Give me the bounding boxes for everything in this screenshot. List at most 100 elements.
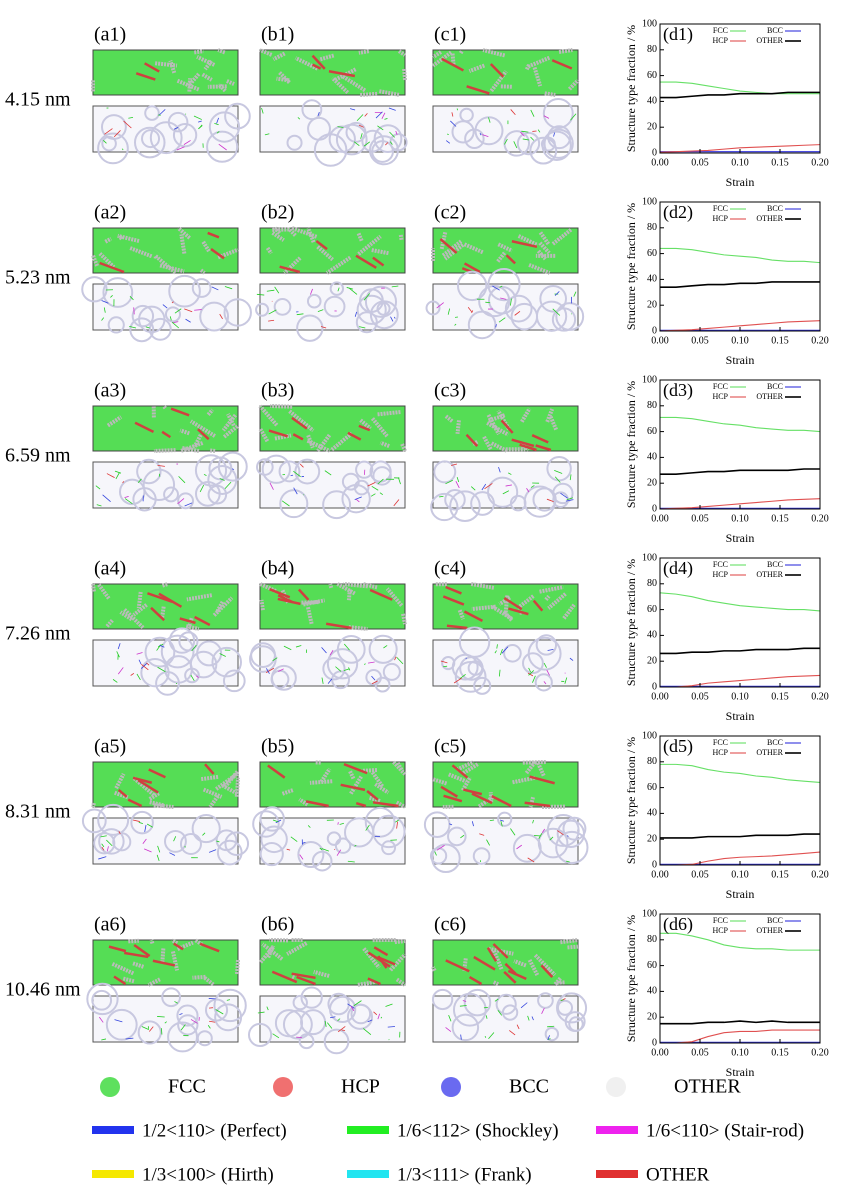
boundary-shade xyxy=(504,294,533,323)
grain-boundary xyxy=(389,953,407,972)
boundary-shade xyxy=(261,454,291,484)
x-tick-label: 0.20 xyxy=(811,691,829,702)
grain-boundary xyxy=(162,404,167,410)
grain-boundary xyxy=(274,433,292,441)
dislocation-line xyxy=(121,148,124,151)
dislocation-line xyxy=(183,140,191,145)
boundary-shade xyxy=(364,806,396,838)
dislocation-line xyxy=(530,109,535,117)
dislocation-line xyxy=(106,839,113,847)
grain-boundary xyxy=(486,421,510,437)
dislocation-snapshot xyxy=(81,274,252,343)
grain-boundary xyxy=(313,969,330,978)
grain-boundary xyxy=(259,48,273,57)
dislocation-line xyxy=(324,1020,327,1027)
grain-boundary xyxy=(528,263,551,275)
dislocation-line xyxy=(360,133,363,139)
legend-label: FCC xyxy=(713,204,728,213)
dislocation-line xyxy=(198,120,202,123)
boundary-shade xyxy=(353,479,370,496)
dislocation-line xyxy=(377,125,384,131)
x-tick-label: 0.20 xyxy=(811,157,829,168)
x-tick-label: 0.05 xyxy=(691,157,709,168)
boundary-shade xyxy=(546,455,572,482)
grain-boundary xyxy=(149,800,164,808)
grain-boundary xyxy=(492,980,500,987)
dislocation-line xyxy=(194,309,202,311)
dislocation-line xyxy=(520,131,525,137)
dislocation-line xyxy=(278,668,284,672)
dislocation-line xyxy=(460,834,465,839)
grain-boundary xyxy=(179,428,190,436)
dislocation-line xyxy=(348,287,358,295)
dislocation-line xyxy=(96,504,102,507)
boundary-shade xyxy=(449,490,481,522)
grain-boundary xyxy=(106,415,123,428)
grain-boundary xyxy=(175,78,200,92)
dislocation-snapshot xyxy=(92,451,248,512)
dislocation-line xyxy=(353,1000,362,1007)
grain-boundary xyxy=(356,232,364,242)
dislocation-line xyxy=(554,291,560,296)
grain-boundary xyxy=(377,409,402,417)
x-tick-label: 0.20 xyxy=(811,513,829,524)
boundary-shade xyxy=(495,993,517,1015)
grain-boundary xyxy=(538,231,551,246)
grain-boundary xyxy=(176,226,191,240)
boundary-shade xyxy=(252,810,280,838)
boundary-shade xyxy=(105,1008,138,1041)
panel-label: (b4) xyxy=(261,558,294,580)
dislocation-line xyxy=(499,819,504,822)
boundary-shade xyxy=(140,657,170,688)
grain-boundary xyxy=(122,976,135,984)
panel-label: (c2) xyxy=(434,202,466,224)
stacking-fault xyxy=(347,431,362,441)
dislocation-line xyxy=(371,485,379,491)
grain-boundary xyxy=(536,249,547,261)
dislocation-line xyxy=(185,318,191,323)
boundary-shade xyxy=(144,105,160,121)
grain-boundary xyxy=(226,79,235,86)
dislocation-line xyxy=(384,118,388,120)
dislocation-line xyxy=(343,643,350,651)
dislocation-line xyxy=(516,844,523,850)
y-tick-label: 20 xyxy=(647,833,657,844)
grain-boundary xyxy=(128,245,153,259)
grain-boundary xyxy=(153,448,176,453)
boundary-shade xyxy=(224,102,251,130)
stacking-fault xyxy=(291,416,308,430)
dislocation-line xyxy=(337,1026,346,1033)
dislocation-line xyxy=(547,1025,555,1028)
legend-label: OTHER xyxy=(756,214,783,223)
dislocation-line xyxy=(169,852,176,856)
panel-label: (c4) xyxy=(434,558,466,580)
dislocation-line xyxy=(521,130,529,133)
boundary-shade xyxy=(273,298,292,316)
x-tick-label: 0.05 xyxy=(691,1047,709,1058)
dislocation-line xyxy=(537,129,541,133)
grain-boundary xyxy=(395,977,407,987)
grain-boundary xyxy=(532,66,543,87)
grain-boundary xyxy=(385,587,404,607)
dislocation-line xyxy=(363,293,370,301)
grain-boundary xyxy=(545,408,555,423)
grain-boundary xyxy=(318,53,335,62)
stacking-fault xyxy=(271,970,298,984)
boundary-shade xyxy=(451,120,475,144)
dislocation-line xyxy=(283,645,292,651)
dislocation-line xyxy=(564,677,568,684)
boundary-shade xyxy=(296,314,324,342)
legend-label: BCC xyxy=(767,26,783,35)
dislocation-line xyxy=(157,666,166,673)
dislocation-line xyxy=(547,1035,550,1041)
grain-boundary xyxy=(567,944,579,950)
y-tick-label: 60 xyxy=(647,782,657,793)
stacking-fault xyxy=(199,942,220,953)
dislocation-line xyxy=(346,287,354,290)
dislocation-snapshot xyxy=(432,626,579,695)
dislocation-line xyxy=(216,131,220,134)
grain-boundary xyxy=(379,440,390,448)
y-tick-label: 40 xyxy=(647,452,657,463)
boundary-shade xyxy=(473,676,492,695)
dislocation-line xyxy=(171,321,180,329)
